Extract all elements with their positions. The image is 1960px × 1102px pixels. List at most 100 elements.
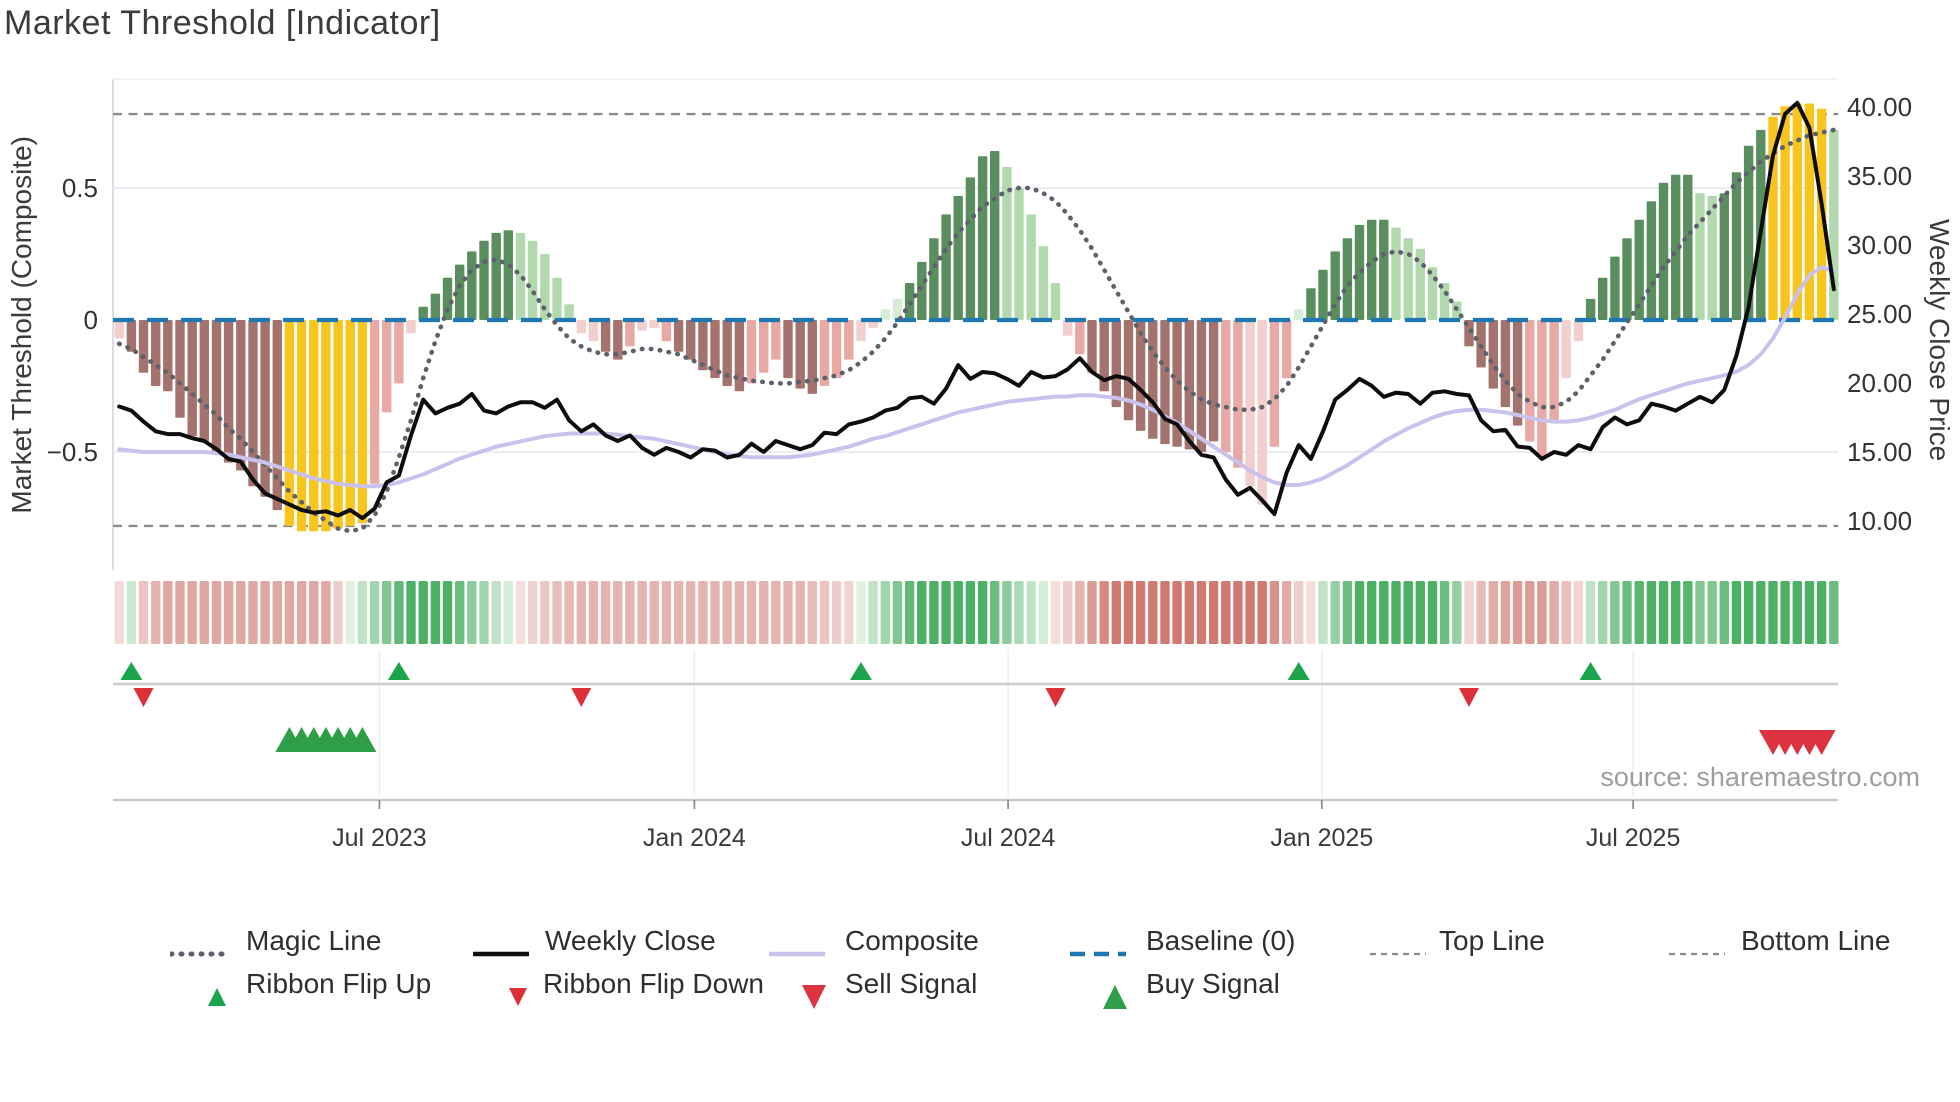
ribbon-cell	[588, 581, 599, 644]
threshold-bar	[1269, 320, 1280, 447]
ribbon-cell	[686, 581, 696, 644]
threshold-bar	[722, 320, 732, 386]
ribbon-cell	[1829, 581, 1839, 644]
ribbon-cell	[771, 581, 781, 644]
ribbon-cell	[1160, 581, 1170, 644]
ribbon-cell	[455, 581, 465, 644]
threshold-bar	[710, 320, 720, 379]
threshold-bar	[1050, 283, 1061, 320]
threshold-bar	[965, 177, 976, 320]
threshold-bar	[1318, 269, 1328, 320]
ribbon-cell	[856, 581, 866, 644]
threshold-bar	[856, 320, 866, 342]
ribbon-cell	[1172, 581, 1182, 644]
ribbon-cell	[673, 581, 684, 644]
ribbon-cell	[175, 581, 185, 644]
ribbon-cell	[1403, 581, 1413, 644]
threshold-bar	[272, 320, 282, 511]
threshold-bar	[418, 306, 428, 320]
threshold-bar	[1087, 320, 1097, 373]
threshold-bar	[1671, 174, 1681, 320]
threshold-bar	[1537, 320, 1547, 458]
threshold-bar	[1743, 145, 1754, 320]
ribbon-cell	[613, 581, 623, 644]
threshold-bar	[1002, 166, 1012, 320]
legend-label-magic: Magic Line	[246, 925, 382, 956]
threshold-bar	[1184, 320, 1194, 450]
threshold-bar	[953, 195, 963, 320]
threshold-bar	[1646, 201, 1657, 320]
x-axis-tick-label: Jul 2024	[960, 824, 1056, 852]
weekly-close-line	[117, 100, 1836, 521]
threshold-bar	[260, 320, 270, 497]
ribbon-flip-down-marker	[1458, 688, 1479, 707]
threshold-bar	[600, 320, 611, 352]
ribbon-cell	[1476, 581, 1486, 644]
ribbon-cell	[163, 581, 173, 644]
ribbon-cell	[418, 581, 428, 644]
ribbon-cell	[1537, 581, 1547, 644]
threshold-bar	[455, 264, 465, 320]
threshold-bar	[844, 320, 854, 360]
ribbon-cell	[223, 581, 234, 644]
ribbon-cell	[1306, 581, 1316, 644]
ribbon-cell	[1233, 581, 1243, 644]
ribbon-cell	[1598, 581, 1608, 644]
threshold-bar	[187, 320, 197, 437]
ribbon-cell	[1294, 581, 1304, 644]
ribbon-cell	[880, 581, 890, 644]
threshold-bar	[1160, 320, 1170, 445]
ribbon-cell	[722, 581, 732, 644]
ribbon-cell	[1415, 581, 1425, 644]
legend-label-flip_up: Ribbon Flip Up	[246, 968, 432, 999]
right-axis-tick: 15.00	[1847, 437, 1913, 467]
ribbon-cell	[1002, 581, 1012, 644]
threshold-bar	[1281, 320, 1292, 379]
ribbon-cell	[746, 581, 757, 644]
threshold-bar	[795, 320, 805, 389]
legend-label-composite: Composite	[845, 925, 979, 956]
ribbon-cell	[369, 581, 380, 644]
threshold-bar	[333, 320, 343, 529]
threshold-bar	[1780, 106, 1790, 320]
threshold-bar	[929, 238, 939, 320]
threshold-bar	[1354, 225, 1365, 320]
ribbon-cell	[1379, 581, 1389, 644]
ribbon-cell	[1756, 581, 1766, 644]
composite-line	[117, 265, 1836, 489]
threshold-bar	[637, 320, 647, 331]
chart-title: Market Threshold [Indicator]	[4, 4, 441, 42]
ribbon-cell	[1561, 581, 1571, 644]
ribbon-cell	[114, 581, 124, 644]
ribbon-cell	[1014, 581, 1024, 644]
threshold-bar	[1063, 320, 1073, 336]
ribbon-cell	[953, 581, 963, 644]
right-axis-label-wrap: Weekly Close Price	[1918, 60, 1960, 620]
ribbon-cell	[1391, 581, 1401, 644]
threshold-bar	[1075, 320, 1085, 355]
ribbon-cell	[1695, 581, 1705, 644]
threshold-bar	[661, 320, 672, 342]
ribbon-flip-up-marker	[1579, 662, 1602, 680]
threshold-bar	[126, 320, 137, 352]
threshold-bar	[467, 251, 477, 320]
ribbon-cell	[1245, 581, 1255, 644]
ribbon-cell	[868, 581, 878, 644]
threshold-bar	[527, 240, 538, 320]
threshold-bar	[941, 214, 951, 320]
x-axis-tick-label: Jul 2025	[1585, 824, 1681, 852]
ribbon-cell	[1038, 581, 1049, 644]
threshold-bar	[1026, 214, 1036, 320]
threshold-bar	[138, 320, 149, 373]
ribbon-cell	[710, 581, 720, 644]
threshold-bar	[1403, 238, 1413, 320]
threshold-bar	[698, 320, 708, 371]
ribbon-cell	[734, 581, 745, 644]
threshold-bar	[819, 320, 830, 386]
threshold-bar	[1683, 174, 1693, 320]
ribbon-cell	[819, 581, 830, 644]
threshold-bar	[625, 320, 635, 347]
threshold-bar	[211, 320, 222, 452]
ribbon-cell	[1123, 581, 1134, 644]
